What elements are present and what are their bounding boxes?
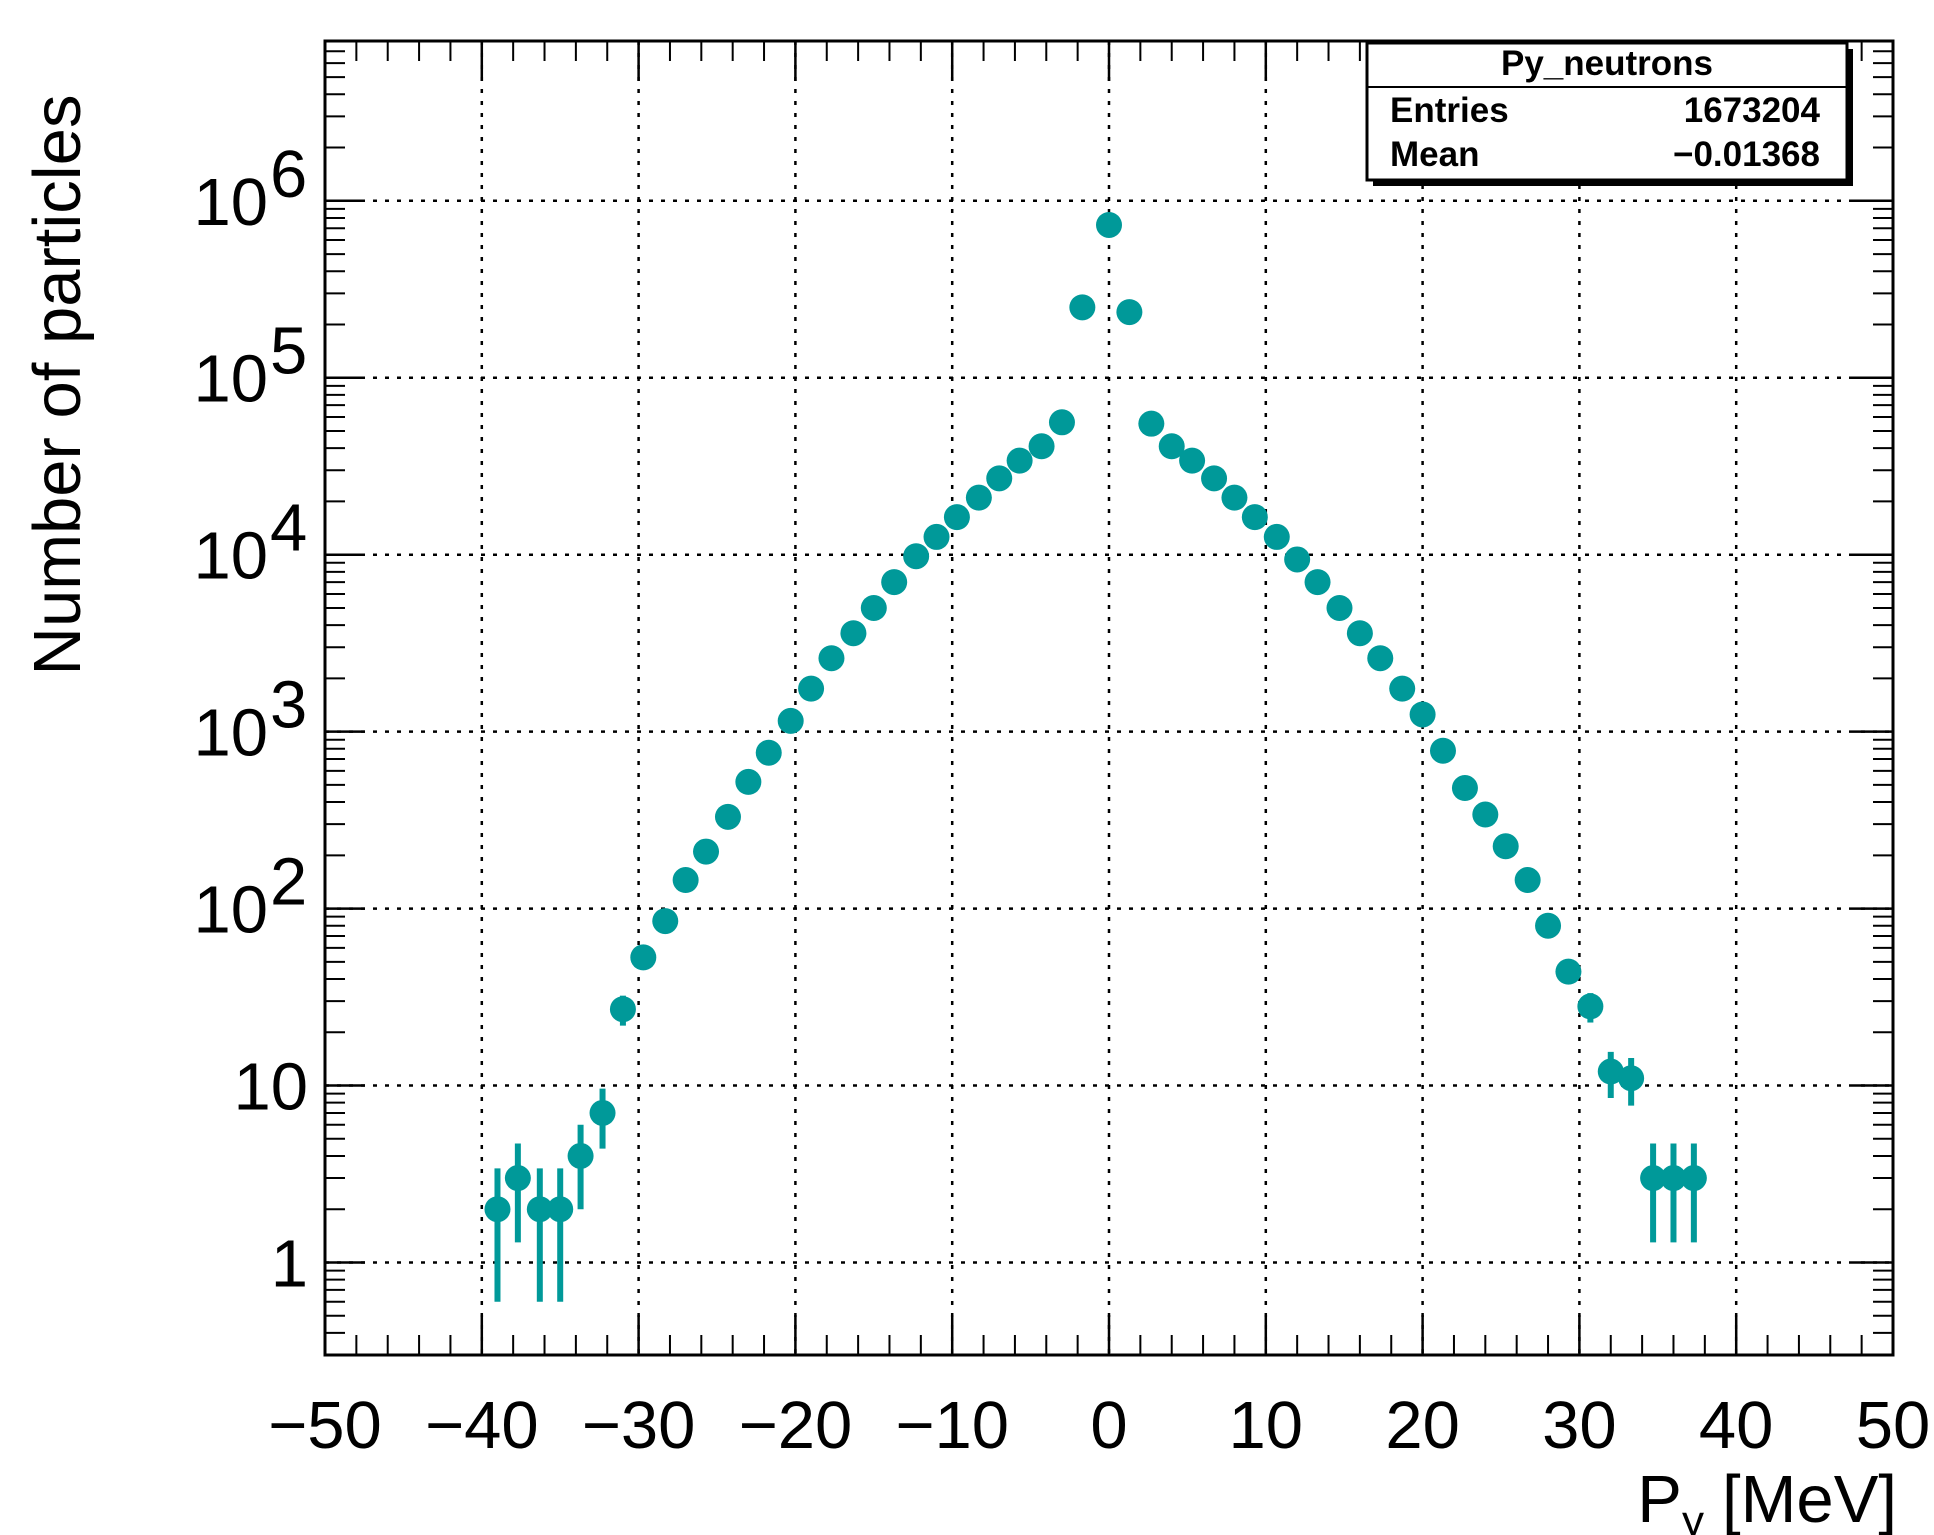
data-point (1535, 912, 1562, 939)
data-point (504, 1165, 531, 1192)
data-point (1069, 294, 1096, 321)
data-point (1158, 433, 1185, 460)
data-point (903, 543, 930, 570)
data-point (1304, 569, 1331, 596)
data-point (777, 707, 804, 734)
data-point (735, 768, 762, 795)
x-axis-title: Py [MeV] (1637, 1462, 1897, 1535)
data-point (1429, 737, 1456, 764)
data-point (609, 996, 636, 1023)
data-point (818, 645, 845, 672)
y-tick-label: 10 (233, 1050, 308, 1125)
x-tick-label: 50 (1856, 1388, 1931, 1463)
data-point (965, 484, 992, 511)
grid-layer (325, 41, 1893, 1355)
y-axis-title: Number of particles (20, 95, 95, 676)
data-point (1138, 410, 1165, 437)
y-tick-label: 10 (193, 519, 268, 594)
data-point (1048, 409, 1075, 436)
data-point (1618, 1065, 1645, 1092)
data-point (1597, 1058, 1624, 1085)
data-point (1514, 867, 1541, 894)
y-tick-label-exponent: 2 (270, 845, 307, 920)
data-point (1284, 546, 1311, 573)
y-tick-label-exponent: 4 (270, 491, 307, 566)
x-tick-label: 0 (1090, 1388, 1127, 1463)
x-tick-label: 30 (1542, 1388, 1617, 1463)
y-tick-label-exponent: 3 (270, 668, 307, 743)
data-point (1116, 299, 1143, 326)
y-tick-label-exponent: 6 (270, 137, 307, 212)
data-point (1006, 447, 1033, 474)
x-tick-label: −50 (268, 1388, 382, 1463)
data-point (547, 1196, 574, 1223)
data-point (881, 569, 908, 596)
y-tick-label: 10 (193, 696, 268, 771)
x-axis-title-main: P (1637, 1462, 1682, 1535)
data-point (1367, 645, 1394, 672)
stats-box: Py_neutrons Entries 1673204 Mean −0.0136… (1365, 41, 1853, 186)
data-point (1241, 504, 1268, 531)
data-point (1263, 523, 1290, 550)
data-point (1640, 1165, 1667, 1192)
data-point (1492, 833, 1519, 860)
stats-box-frame (1365, 41, 1849, 182)
x-axis-title-subscript: y (1682, 1497, 1704, 1535)
y-tick-label-exponent: 5 (270, 314, 307, 389)
data-point (943, 504, 970, 531)
data-point (860, 594, 887, 621)
y-tick-label: 10 (193, 342, 268, 417)
x-tick-label: −30 (582, 1388, 696, 1463)
minor-ticks-layer (325, 40, 1893, 1356)
data-point (1221, 484, 1248, 511)
data-point (693, 838, 720, 865)
data-point (840, 620, 867, 647)
x-tick-label: 10 (1229, 1388, 1304, 1463)
data-point (714, 803, 741, 830)
data-point (923, 523, 950, 550)
data-point (1577, 993, 1604, 1020)
x-tick-label: −40 (425, 1388, 539, 1463)
data-point (652, 908, 679, 935)
x-tick-label: 40 (1699, 1388, 1774, 1463)
data-point (567, 1142, 594, 1169)
data-point (1451, 775, 1478, 802)
data-point (1179, 447, 1206, 474)
data-point (1201, 465, 1228, 492)
data-point (630, 944, 657, 971)
stats-mean-value: −0.01368 (1673, 135, 1820, 174)
data-point (1326, 594, 1353, 621)
data-point (1346, 620, 1373, 647)
data-point (484, 1196, 511, 1223)
data-point (589, 1099, 616, 1126)
x-tick-label: −20 (739, 1388, 853, 1463)
data-point (755, 739, 782, 766)
data-point (1028, 433, 1055, 460)
data-point (798, 675, 825, 702)
data-layer (484, 211, 1707, 1302)
data-point (1660, 1165, 1687, 1192)
data-point (1389, 675, 1416, 702)
data-point (1555, 958, 1582, 985)
data-point (526, 1196, 553, 1223)
y-tick-label: 10 (193, 873, 268, 948)
x-tick-label: 20 (1385, 1388, 1460, 1463)
data-point (1096, 211, 1122, 238)
stats-entries-label: Entries (1390, 91, 1509, 130)
data-point (672, 867, 699, 894)
x-axis-title-unit: [MeV] (1722, 1462, 1897, 1535)
y-tick-label: 10 (193, 165, 268, 240)
stats-mean-label: Mean (1390, 135, 1479, 174)
stats-box-title: Py_neutrons (1501, 44, 1713, 83)
stats-entries-value: 1673204 (1684, 91, 1821, 130)
data-point (1472, 801, 1499, 828)
data-point (1409, 701, 1436, 728)
data-point (1680, 1165, 1707, 1192)
y-tick-label: 1 (271, 1226, 308, 1301)
data-point (986, 465, 1013, 492)
x-tick-label: −10 (895, 1388, 1009, 1463)
